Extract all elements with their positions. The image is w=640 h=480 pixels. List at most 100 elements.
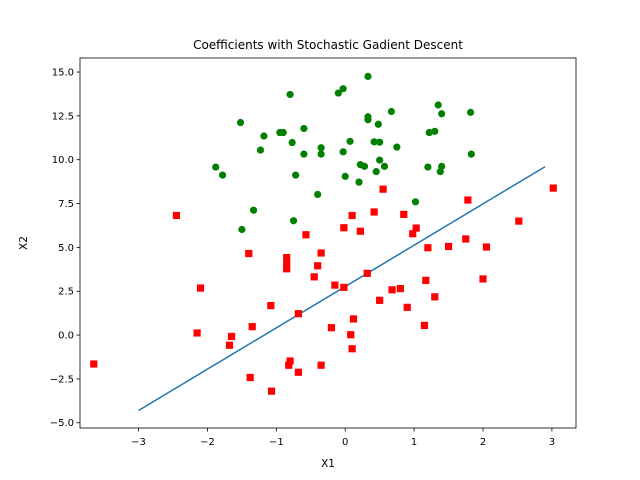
red-square-point [340,224,348,232]
y-tick-label: 7.5 [58,199,74,210]
red-square-point [285,361,293,369]
red-square-point [400,210,408,219]
red-square-point [267,387,276,395]
y-axis: −5.0 −2.5 0.0 2.5 5.0 7.5 10.0 12.5 15.0 [50,68,80,429]
red-square-point [90,360,98,368]
green-circle-point [260,132,268,140]
green-circle-point [411,198,420,206]
green-circle-point [467,150,475,158]
green-circle-point [289,217,298,225]
red-square-point [267,302,275,310]
red-square-point [396,284,404,293]
green-circle-point [436,168,444,176]
green-circle-point [467,108,475,116]
x-tick-label: −1 [269,437,284,448]
red-square-point [246,373,254,382]
green-circle-point [286,90,294,99]
green-circle-point [364,113,372,121]
green-circle-point [334,89,342,97]
green-circle-point [393,143,401,151]
red-square-point [310,273,318,281]
red-square-point [283,260,291,268]
red-square-point [283,265,291,273]
green-circle-point [317,150,325,158]
green-circle-point [238,225,246,234]
red-square-point [314,262,322,270]
red-square-point [348,345,356,353]
green-circle-point [431,127,439,135]
x-tick-label: 0 [342,437,348,448]
y-tick-label: −5.0 [50,418,74,429]
green-circle-point [364,72,372,81]
y-axis-label: X2 [18,236,30,250]
green-circle-point [236,118,245,127]
green-circle-point [279,128,287,137]
red-square-point [379,185,387,193]
x-tick-label: −3 [131,437,146,448]
red-square-point [388,286,396,294]
red-square-point [327,324,336,332]
red-square-point [227,332,236,341]
green-circle-point [292,171,300,179]
x-tick-label: −2 [200,437,215,448]
plot-frame [79,57,577,429]
green-circle-point [380,162,389,170]
red-square-point [294,310,302,318]
red-square-point [422,276,430,284]
green-circle-point [300,150,308,158]
green-circle-point [339,148,347,156]
red-square-point [356,227,364,235]
red-square-point [482,243,491,251]
green-circle-point [376,156,384,164]
red-square-point [340,283,348,291]
red-square-point [549,184,557,192]
red-square-point [349,315,358,323]
y-tick-label: 0.0 [58,331,74,342]
red-square-point [286,357,294,365]
red-square-point [376,296,384,304]
red-square-point [317,249,325,257]
red-square-point [225,341,234,349]
red-square-point [515,217,523,225]
red-square-point [196,284,205,292]
red-square-point [193,329,201,337]
y-tick-label: 15.0 [52,68,74,79]
green-circle-point [387,107,395,116]
red-square-point [347,331,355,339]
green-circle-point [288,138,296,147]
x-tick-label: 2 [480,437,486,448]
red-square-point [444,242,453,251]
green-circle-point [434,101,442,109]
y-tick-label: 5.0 [58,243,74,254]
red-square-point [431,293,439,301]
red-square-point [412,224,420,232]
green-circle-point [346,137,354,145]
red-square-point [331,281,339,289]
x-tick-label: 3 [549,437,555,448]
red-square-point [245,249,253,258]
green-circle-point [425,128,433,137]
chart-title: Coefficients with Stochastic Gadient Des… [193,38,463,52]
x-tick-label: 1 [411,437,417,448]
green-circle-point [339,85,347,93]
red-square-point [409,230,417,238]
red-square-point [172,211,181,220]
green-circle-point [438,110,446,118]
green-circle-point [341,172,349,180]
x-axis-label: X1 [321,458,335,470]
red-square-point [348,211,356,220]
green-circle-point [355,178,363,186]
y-tick-label: 2.5 [58,287,74,298]
green-circle-point [376,138,384,146]
x-axis: −3 −2 −1 0 1 2 3 [131,428,555,448]
red-square-point [420,321,429,330]
red-square-point [370,208,378,216]
green-circle-point [250,206,258,214]
green-circle-point [374,120,382,128]
green-circle-point [372,168,380,176]
red-square-point [317,361,325,369]
red-square-point [403,303,411,311]
red-square-point [248,323,256,331]
